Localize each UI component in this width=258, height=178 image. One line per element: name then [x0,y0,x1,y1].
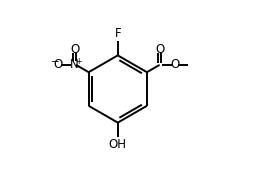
Text: O: O [155,43,164,56]
Text: +: + [75,57,82,66]
Text: OH: OH [109,138,127,151]
Text: O: O [70,43,79,56]
Text: N: N [70,58,79,71]
Text: F: F [115,27,121,40]
Text: O: O [54,58,63,71]
Text: O: O [170,58,179,71]
Text: −: − [51,57,60,67]
